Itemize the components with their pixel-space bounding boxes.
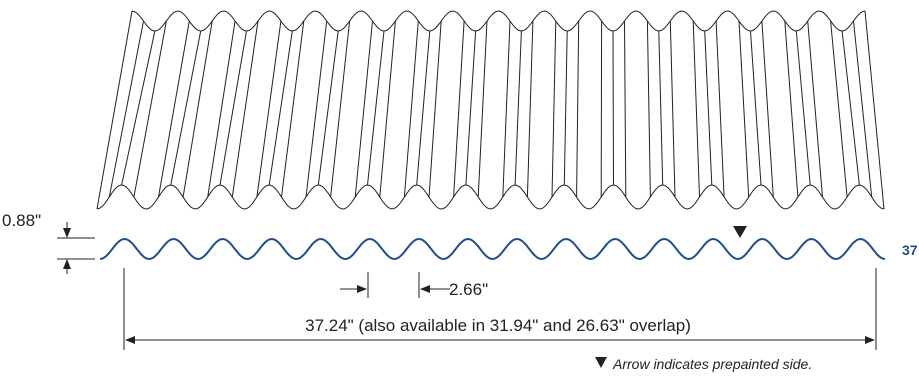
corrugation-line xyxy=(563,30,568,186)
corrugation-line xyxy=(133,20,167,198)
edge-dimension-label: 37 xyxy=(902,242,918,258)
corrugation-line xyxy=(807,20,823,198)
corrugation-line xyxy=(715,20,725,198)
height-dimension-label: 0.88" xyxy=(2,211,41,230)
corrugation-line xyxy=(354,20,373,198)
corrugation-line xyxy=(669,20,676,198)
corrugation-line xyxy=(121,30,156,186)
corrugation-line xyxy=(158,20,190,198)
prepainted-side-marker-icon xyxy=(733,226,747,238)
coverage-dimension-label: 37.24" (also available in 31.94" and 26.… xyxy=(305,316,691,335)
coverage-dimension xyxy=(123,268,877,350)
sheet-bottom-edge xyxy=(96,184,885,210)
corrugation-line xyxy=(795,30,811,186)
corrugation-line xyxy=(750,30,762,186)
corrugation-line xyxy=(219,30,247,186)
corrugation-line xyxy=(514,30,522,186)
corrugation-line xyxy=(182,20,213,198)
pitch-dimension-label: 2.66" xyxy=(449,280,488,299)
corrugation-line xyxy=(453,20,465,198)
corrugation-line xyxy=(428,20,442,198)
corrugation-line xyxy=(612,30,614,186)
corrugation-line xyxy=(841,30,860,186)
height-dimension xyxy=(57,222,95,274)
corrugation-line xyxy=(551,20,557,198)
corrugation-line xyxy=(761,20,774,198)
sheet-top-edge xyxy=(131,10,866,32)
corrugation-line xyxy=(502,20,511,198)
corrugation-line xyxy=(330,20,351,198)
corrugation-line xyxy=(784,20,799,198)
corrugation-line xyxy=(646,20,651,198)
corrugation-line xyxy=(853,20,873,198)
corrugation-line xyxy=(256,20,282,198)
corrugation-line xyxy=(526,20,534,198)
corrugation-line xyxy=(658,30,664,186)
corrugation-line xyxy=(281,20,305,198)
corrugation-line xyxy=(108,20,144,198)
corrugation-line xyxy=(305,20,328,198)
corrugation-line xyxy=(317,30,339,186)
corrugation-line xyxy=(416,30,431,186)
corrugation-line xyxy=(576,20,580,198)
corrugation-line xyxy=(268,30,293,186)
corrugation-profile-wave xyxy=(99,238,886,261)
sheet-side-edge xyxy=(864,10,885,210)
sheet-side-edge xyxy=(96,10,133,210)
corrugation-line xyxy=(477,20,488,198)
corrugation-line xyxy=(704,30,713,186)
corrugation-line xyxy=(738,20,750,198)
down-triangle-icon xyxy=(595,357,607,368)
corrugation-line xyxy=(830,20,848,198)
corrugation-line xyxy=(367,30,385,186)
corrugated-sheet-perspective xyxy=(96,10,885,210)
corrugation-line xyxy=(231,20,259,198)
pitch-dimension xyxy=(340,272,450,298)
corrugation-line xyxy=(207,20,236,198)
corrugation-line xyxy=(379,20,396,198)
corrugation-line xyxy=(692,20,700,198)
corrugation-line xyxy=(465,30,477,186)
corrugation-line xyxy=(170,30,202,186)
prepainted-note: Arrow indicates prepainted side. xyxy=(612,356,812,372)
corrugation-line xyxy=(403,20,419,198)
corrugation-line xyxy=(624,20,627,198)
